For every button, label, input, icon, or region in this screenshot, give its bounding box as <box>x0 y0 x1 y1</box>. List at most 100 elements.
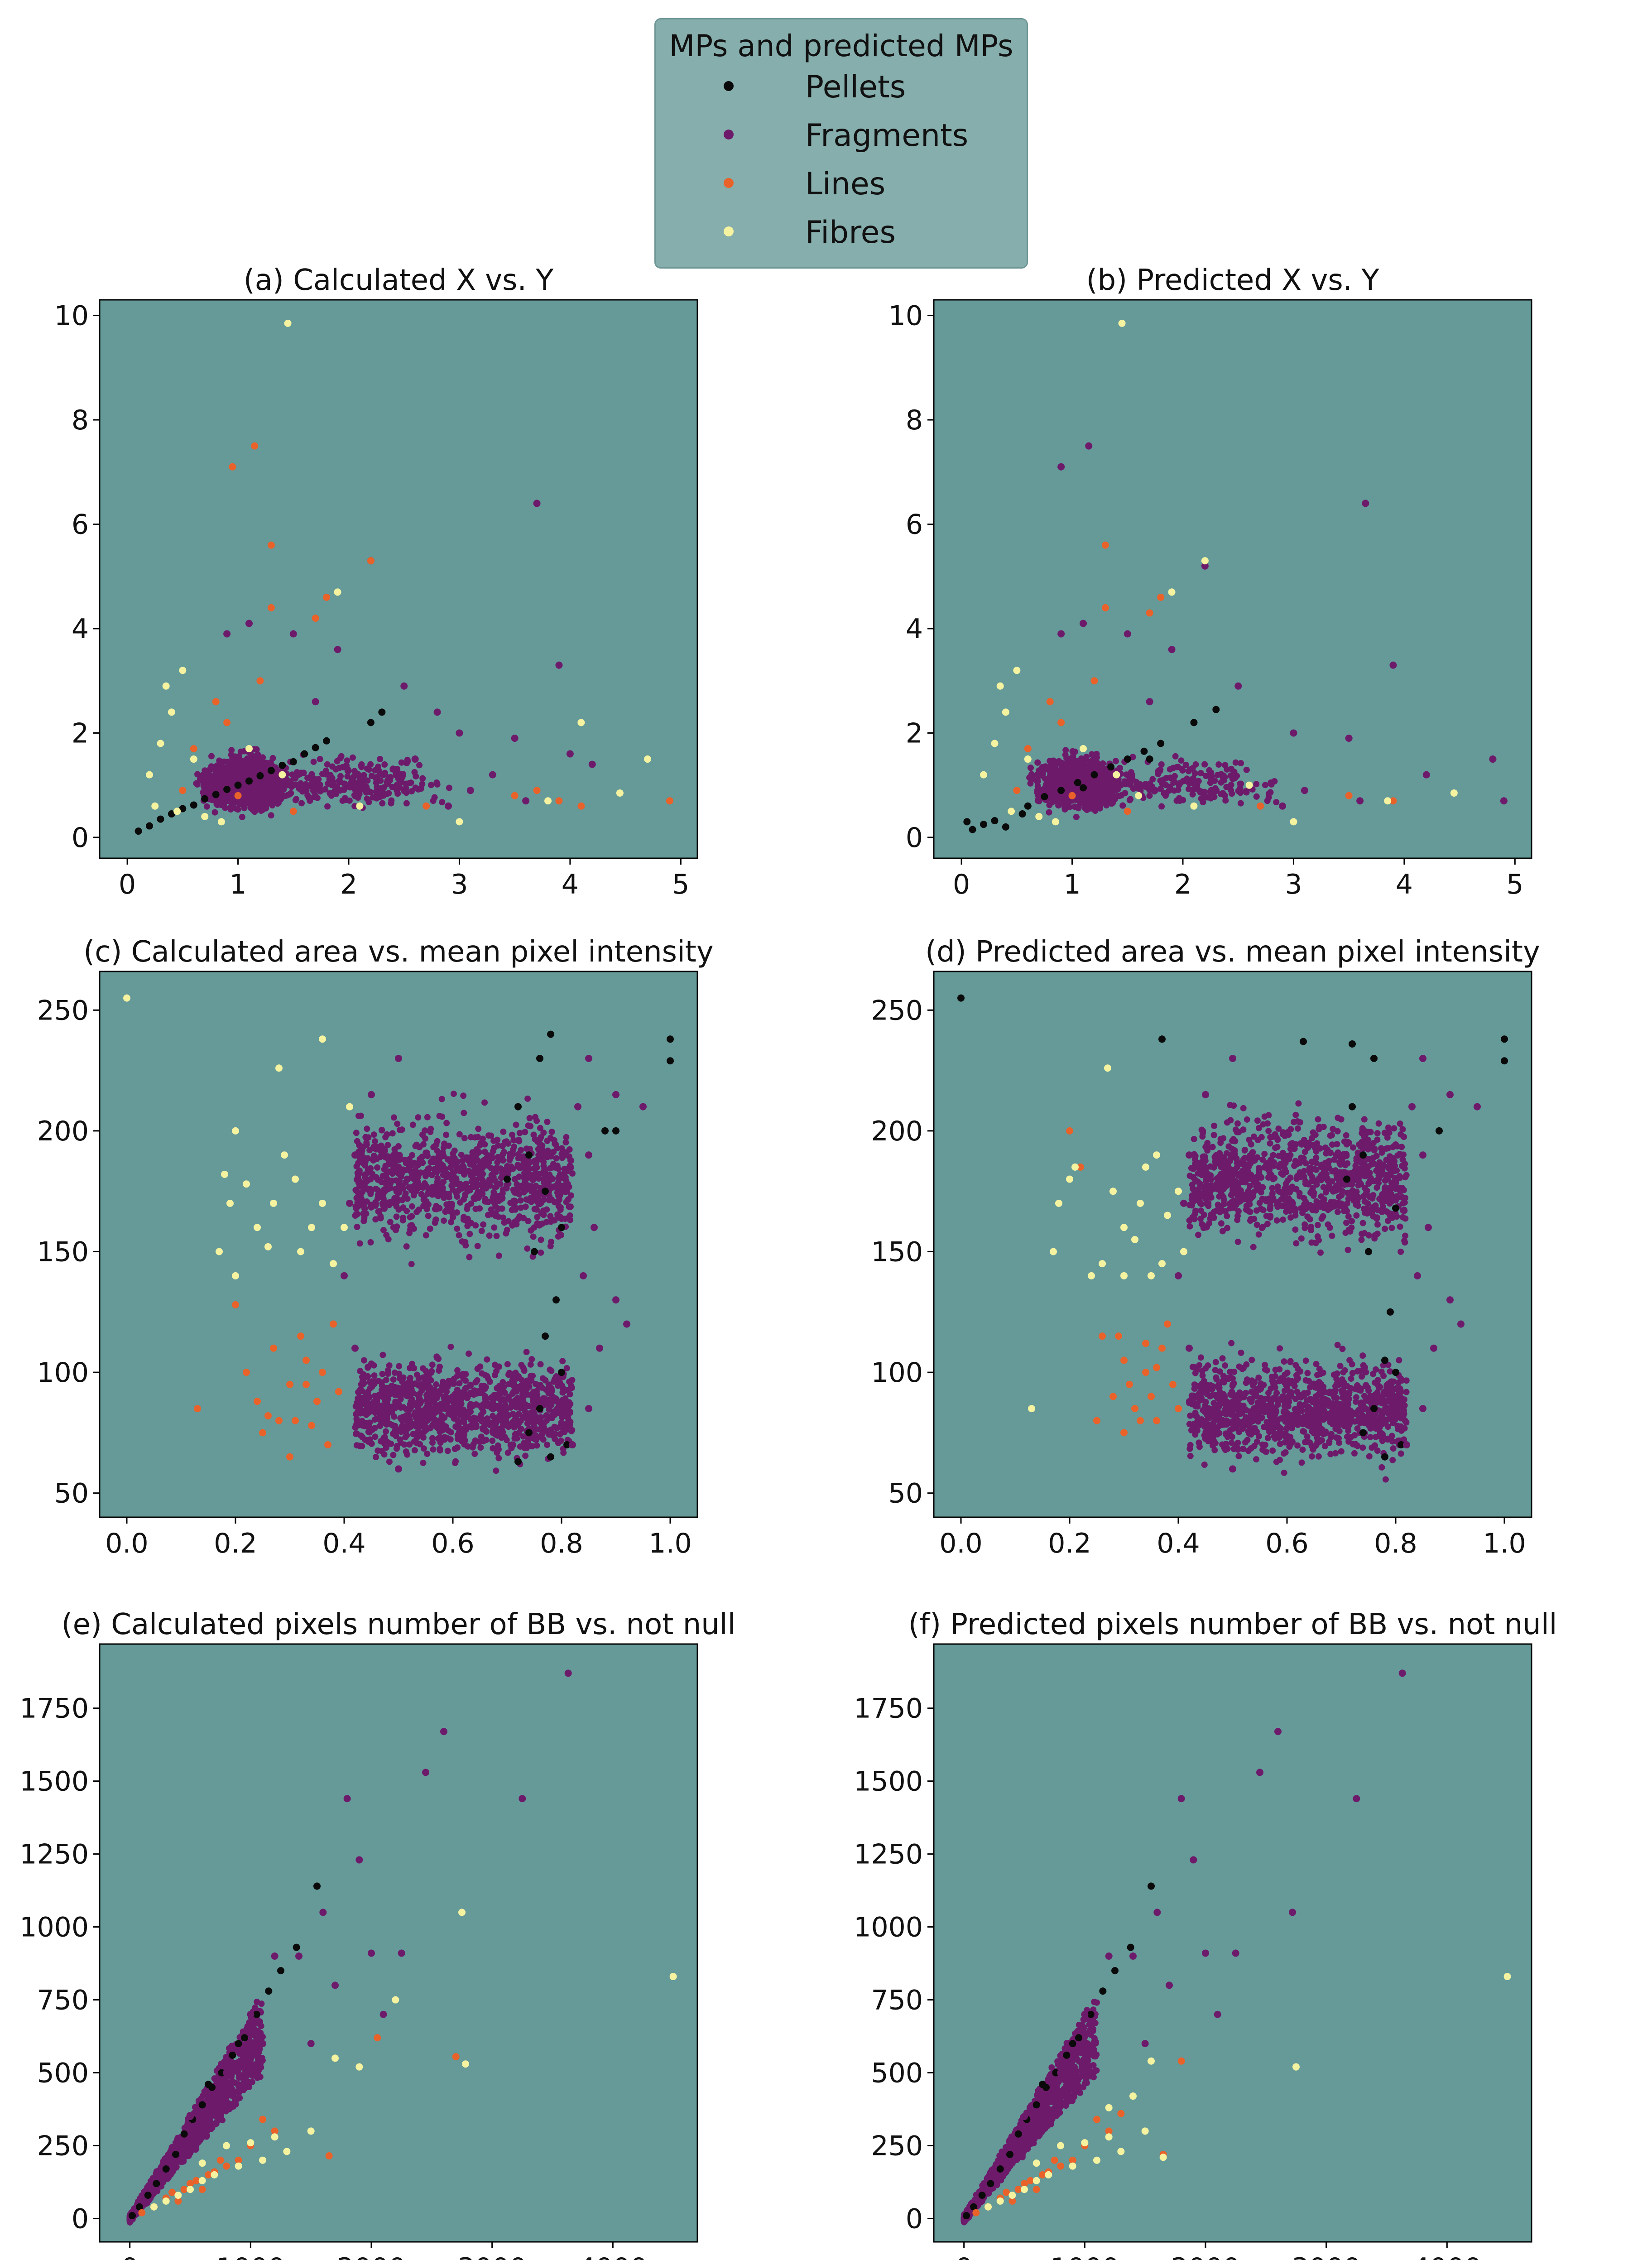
cloud-point-a-1351 <box>403 789 410 796</box>
point-a-fibres-2 <box>644 755 651 763</box>
cloud-point-c-1664 <box>562 1177 569 1183</box>
cloud-point-c-395 <box>422 1127 428 1134</box>
point-b-fragments-0 <box>1057 463 1065 471</box>
cloud-point-c-214 <box>474 1243 481 1250</box>
cloud-point-c-1303 <box>466 1168 472 1174</box>
cloud-point-a-1452 <box>427 782 434 789</box>
cloud-point-a-1490 <box>241 796 248 803</box>
point-a-pellets-12 <box>267 767 275 774</box>
cloud-point-c-1574 <box>374 1164 381 1171</box>
point-a-fibres-18 <box>356 802 364 810</box>
cloud-point-c-1230 <box>384 1153 391 1160</box>
cloud-point-b-1198 <box>1133 782 1140 789</box>
cloud-point-a-1498 <box>213 783 220 790</box>
cloud-point-c-1631 <box>558 1419 565 1426</box>
x-tick-label-b-2: 2 <box>1174 869 1191 900</box>
cloud-point-c-1692 <box>363 1198 370 1205</box>
cloud-point-c-888 <box>491 1372 498 1379</box>
cloud-point-c-1697 <box>494 1136 501 1143</box>
cloud-point-c-1747 <box>482 1198 489 1205</box>
point-a-fibres-8 <box>157 740 164 747</box>
cloud-point-c-1632 <box>417 1423 424 1430</box>
point-b-fibres-10 <box>1024 755 1032 763</box>
cloud-point-c-1549 <box>546 1415 552 1422</box>
cloud-point-a-1362 <box>235 753 242 760</box>
point-b-fragments-14 <box>1080 620 1087 627</box>
cloud-point-b-1488 <box>1126 797 1133 803</box>
cloud-point-c-1503 <box>461 1135 468 1142</box>
chart-title-a: (a) Calculated X vs. Y <box>244 264 554 297</box>
cloud-point-c-673 <box>523 1386 530 1393</box>
cloud-point-c-1260 <box>373 1454 379 1461</box>
cloud-point-c-1596 <box>504 1361 511 1368</box>
cloud-point-c-562 <box>480 1221 487 1228</box>
cloud-point-c-1597 <box>387 1180 394 1187</box>
point-a-pellets-10 <box>245 777 253 785</box>
point-b-fibres-15 <box>1008 808 1015 815</box>
cloud-point-b-1364 <box>1105 795 1112 802</box>
cloud-point-c-8 <box>491 1224 498 1231</box>
cloud-point-b-951 <box>1162 782 1169 789</box>
point-a-lines-12 <box>533 787 541 794</box>
cloud-point-c-939 <box>447 1343 454 1350</box>
cloud-point-b-1448 <box>1040 766 1047 773</box>
point-a-pellets-5 <box>190 801 197 809</box>
cloud-point-a-1422 <box>218 768 225 774</box>
point-b-fragments-5 <box>1489 755 1497 763</box>
cloud-point-b-1479 <box>1092 786 1099 793</box>
cloud-point-b-1482 <box>1090 803 1097 809</box>
cloud-point-c-142 <box>393 1213 400 1220</box>
cloud-point-c-856 <box>443 1120 450 1126</box>
cloud-point-a-1487 <box>396 775 403 782</box>
cloud-point-a-1219 <box>403 800 410 807</box>
cloud-point-a-530 <box>413 773 419 780</box>
cloud-point-c-68 <box>364 1125 370 1132</box>
cloud-point-a-1458 <box>258 761 264 768</box>
point-b-fibres-14 <box>980 771 987 779</box>
cloud-point-a-1488 <box>246 772 253 779</box>
cloud-point-c-280 <box>353 1130 360 1136</box>
cloud-point-c-91 <box>538 1236 544 1243</box>
cloud-point-b-1007 <box>1158 803 1165 810</box>
cloud-point-a-1423 <box>293 781 299 788</box>
point-a-lines-14 <box>577 802 585 810</box>
point-a-lines-1 <box>251 442 259 450</box>
cloud-point-c-20 <box>427 1226 433 1232</box>
cloud-point-c-1535 <box>379 1126 385 1133</box>
point-a-pellets-17 <box>323 737 331 745</box>
cloud-point-c-1508 <box>440 1162 447 1169</box>
cloud-point-c-553 <box>544 1442 551 1448</box>
cloud-point-c-1498 <box>395 1206 402 1213</box>
point-b-fragments-2 <box>1362 500 1369 507</box>
point-b-fibres-12 <box>1052 818 1059 826</box>
cloud-point-c-1764 <box>433 1423 440 1430</box>
point-b-pellets-19 <box>1146 755 1153 763</box>
point-a-lines-18 <box>179 787 187 794</box>
cloud-point-c-1543 <box>376 1208 383 1215</box>
cloud-point-c-1076 <box>434 1138 441 1144</box>
cloud-point-c-1001 <box>521 1176 528 1183</box>
point-a-fragments-0 <box>533 500 541 507</box>
cloud-point-c-1670 <box>472 1196 479 1202</box>
cloud-point-c-934 <box>439 1113 446 1120</box>
cloud-point-c-1212 <box>560 1153 567 1159</box>
cloud-point-a-1417 <box>359 785 365 792</box>
cloud-point-c-1430 <box>443 1131 450 1138</box>
cloud-point-c-1514 <box>379 1173 386 1179</box>
cloud-point-c-632 <box>510 1137 517 1144</box>
cloud-point-b-1360 <box>1201 793 1207 800</box>
cloud-point-a-1473 <box>341 764 347 770</box>
cloud-point-b-1239 <box>1197 770 1204 777</box>
cloud-point-a-1078 <box>434 781 441 788</box>
cloud-point-b-1496 <box>1190 786 1197 793</box>
cloud-point-a-1409 <box>338 753 345 760</box>
point-a-pellets-13 <box>279 761 286 769</box>
point-a-lines-15 <box>666 797 673 805</box>
point-a-pellets-6 <box>201 795 209 803</box>
cloud-point-c-1749 <box>552 1141 559 1148</box>
cloud-point-c-1648 <box>390 1224 397 1231</box>
cloud-point-a-1333 <box>341 786 347 793</box>
cloud-point-a-1332 <box>200 771 206 778</box>
cloud-point-c-1057 <box>553 1155 560 1162</box>
y-tick-label-c-1: 100 <box>37 1357 89 1389</box>
